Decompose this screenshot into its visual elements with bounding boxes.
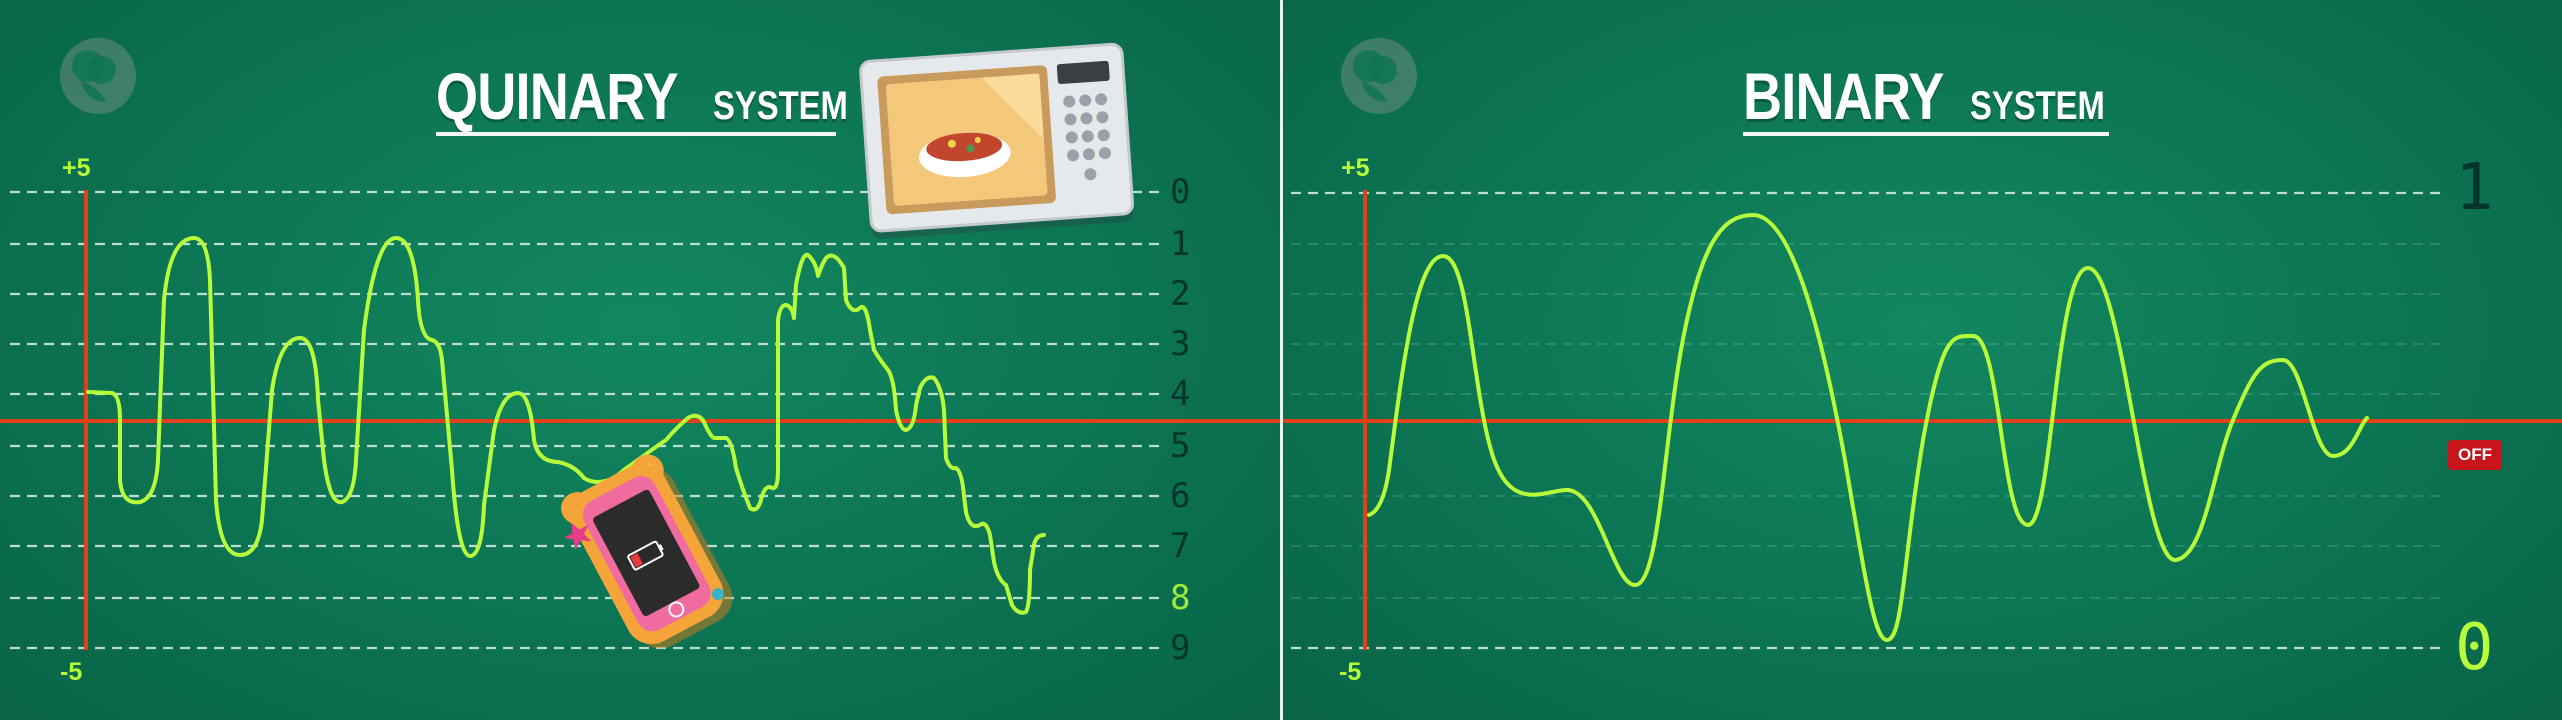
quinary-axis-bottom-label: -5 <box>60 658 83 686</box>
off-badge <box>2448 440 2502 470</box>
quinary-title: QUINARY SYSTEM <box>436 58 877 133</box>
binary-axis-top-label: +5 <box>1341 154 1370 182</box>
panel-divider <box>1280 0 1283 720</box>
level-label-9: 9 <box>1170 628 1191 668</box>
level-label-3: 3 <box>1170 324 1191 364</box>
binary-signal-wave <box>1367 213 2369 642</box>
star-icon <box>563 522 592 550</box>
binary-value-one: 1 <box>2455 151 2494 225</box>
binary-threshold-lines <box>1291 191 2443 650</box>
off-badge-label: OFF <box>2458 445 2492 464</box>
quinary-graph <box>0 38 1280 650</box>
level-label-8-highlighted: 8 <box>1170 578 1191 618</box>
keypad-icon <box>1063 93 1111 181</box>
binary-value-zero: 0 <box>2455 611 2494 685</box>
quinary-title-sub: SYSTEM <box>712 84 848 128</box>
level-label-0: 0 <box>1170 172 1191 212</box>
logo-icon <box>1341 38 1417 114</box>
quinary-panel: QUINARY SYSTEM +5 -5 0 1 2 3 4 5 6 7 8 9 <box>0 0 1280 720</box>
binary-axis-bottom-label: -5 <box>1339 658 1362 686</box>
binary-title-sub: SYSTEM <box>1969 84 2105 128</box>
level-label-1: 1 <box>1170 224 1191 264</box>
binary-title-underline <box>1743 132 2109 136</box>
binary-title-main: BINARY <box>1743 59 1944 133</box>
level-label-2: 2 <box>1170 274 1191 314</box>
level-label-6: 6 <box>1170 476 1191 516</box>
binary-title: BINARY SYSTEM <box>1743 58 2134 133</box>
quinary-title-main: QUINARY <box>436 59 679 133</box>
quinary-signal-wave <box>86 236 1046 615</box>
quinary-axis-top-label: +5 <box>62 154 91 182</box>
level-label-5: 5 <box>1170 426 1191 466</box>
faint-gridlines <box>1291 243 2443 599</box>
level-label-7: 7 <box>1170 526 1191 566</box>
microwave-illustration <box>859 42 1135 239</box>
logo-icon <box>60 38 136 114</box>
phone-illustration <box>561 454 733 649</box>
quinary-title-underline <box>436 132 836 136</box>
binary-graph <box>1283 38 2562 650</box>
level-label-4: 4 <box>1170 374 1191 414</box>
binary-panel: BINARY SYSTEM +5 -5 1 0 OFF <box>1283 0 2562 720</box>
